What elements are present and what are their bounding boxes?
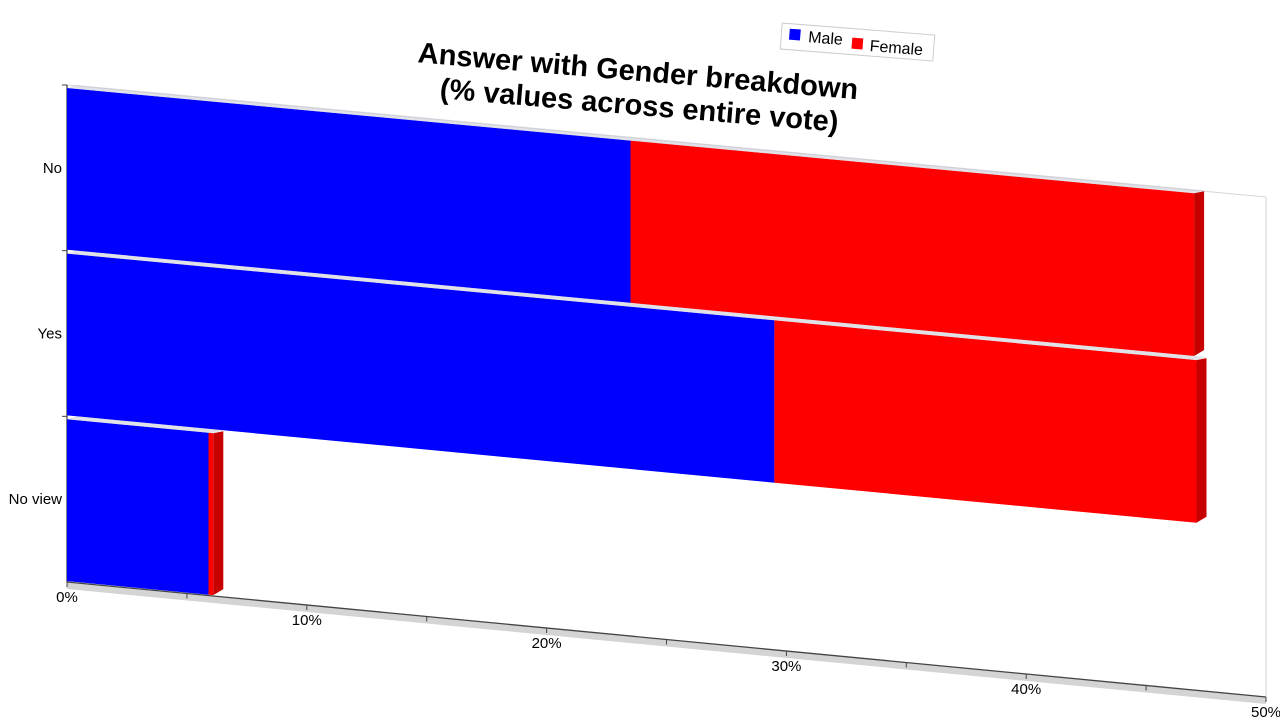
x-tick-label: 30% (771, 658, 801, 675)
x-tick-label: 10% (292, 612, 322, 629)
bar-top-face-yes (67, 250, 1207, 361)
bar-male-yes (67, 253, 775, 483)
bar-top-face-no (67, 85, 1205, 194)
legend-label-female: Female (869, 38, 924, 59)
category-label-yes: Yes (38, 326, 62, 343)
category-label-no: No (43, 160, 62, 177)
bar-female-no-view (208, 432, 214, 596)
legend-label-male: Male (808, 29, 844, 49)
legend-swatch-male (788, 28, 801, 41)
legend: Male Female (779, 22, 936, 62)
x-tick-label: 20% (532, 635, 562, 652)
bar-end-face-yes (1196, 358, 1207, 523)
legend-swatch-female (851, 37, 864, 50)
bar-male-no (67, 88, 631, 303)
bar-female-yes (774, 320, 1197, 523)
x-tick-label: 50% (1251, 704, 1280, 720)
x-tick-label: 0% (56, 589, 78, 606)
bar-female-no (630, 140, 1195, 356)
plot-area: No Yes No view 0% 10% 20% 30% 40% 50% (9, 84, 1280, 720)
bar-end-face-no (1194, 191, 1205, 356)
x-tick-label: 40% (1011, 681, 1041, 698)
bar-male-no-view (67, 419, 209, 595)
bar-top-face-no-view (67, 416, 224, 434)
category-label-no-view: No view (9, 491, 63, 508)
bar-end-face-no-view (213, 431, 224, 596)
